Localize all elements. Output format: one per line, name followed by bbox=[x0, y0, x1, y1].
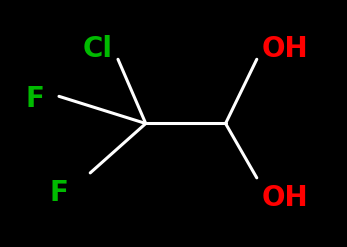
Text: OH: OH bbox=[261, 184, 308, 212]
Text: F: F bbox=[25, 85, 44, 113]
Text: Cl: Cl bbox=[82, 35, 112, 63]
Text: OH: OH bbox=[261, 35, 308, 63]
Text: F: F bbox=[50, 179, 68, 207]
